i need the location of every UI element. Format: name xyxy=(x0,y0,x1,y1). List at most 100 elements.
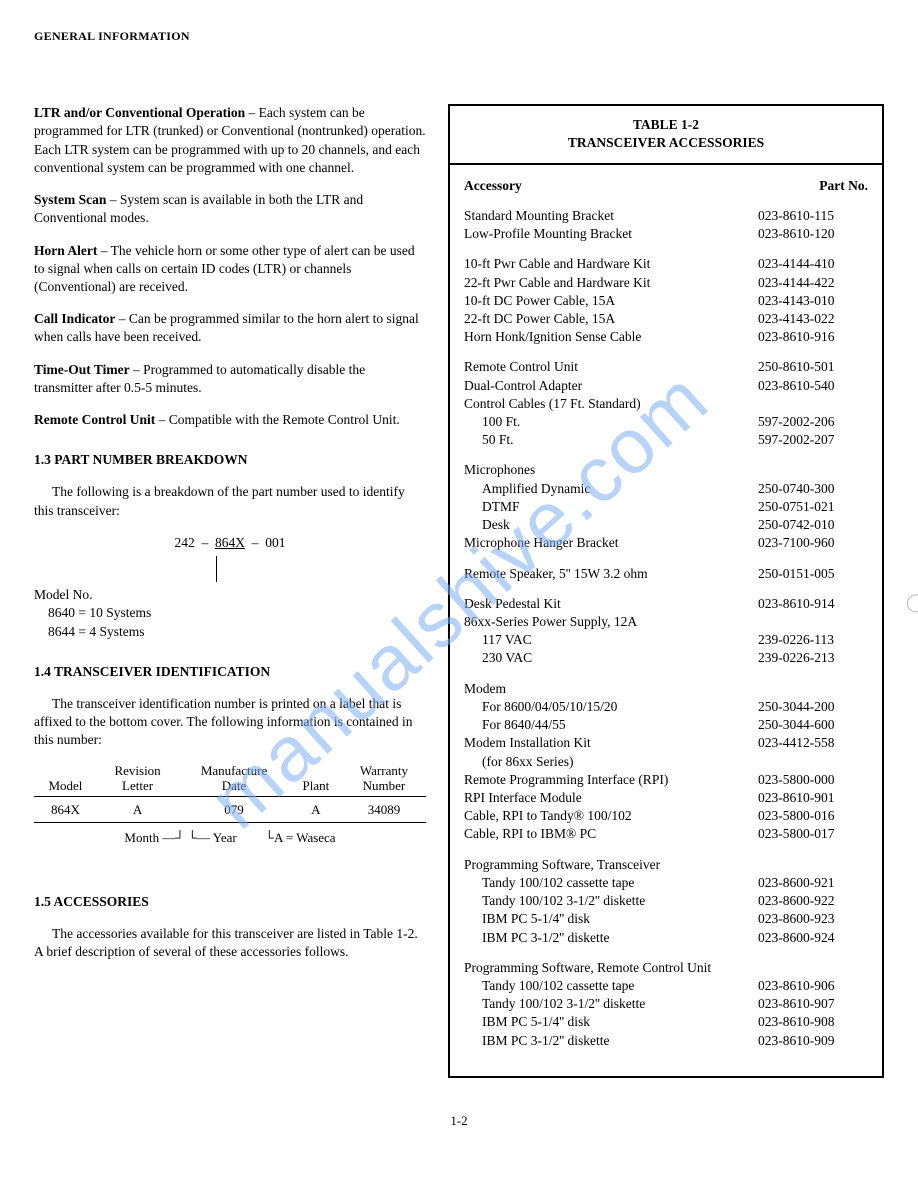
accessory-name: Control Cables (17 Ft. Standard) xyxy=(464,395,758,413)
accessory-name: For 8600/04/05/10/15/20 xyxy=(464,698,758,716)
feature-paragraph: LTR and/or Conventional Operation – Each… xyxy=(34,104,426,177)
accessory-name: Dual-Control Adapter xyxy=(464,377,758,395)
table-row: Amplified Dynamic250-0740-300 xyxy=(464,480,868,498)
feature-paragraph: Time-Out Timer – Programmed to automatic… xyxy=(34,361,426,397)
table-row: IBM PC 5-1/4'' disk023-8610-908 xyxy=(464,1013,868,1031)
part-number: 023-8610-115 xyxy=(758,207,868,225)
feature-title: Remote Control Unit xyxy=(34,412,155,427)
id-table-cell: 864X xyxy=(34,796,97,823)
part-number: 250-0742-010 xyxy=(758,516,868,534)
part-number: 023-8610-906 xyxy=(758,977,868,995)
id-note-month-year: Month —┘ └— Year xyxy=(124,829,236,847)
accessory-name: 22-ft DC Power Cable, 15A xyxy=(464,310,758,328)
feature-paragraph: Horn Alert – The vehicle horn or some ot… xyxy=(34,242,426,297)
table-title: TABLE 1-2 TRANSCEIVER ACCESSORIES xyxy=(450,106,882,164)
table-row: Remote Speaker, 5'' 15W 3.2 ohm250-0151-… xyxy=(464,565,868,583)
part-number xyxy=(758,680,868,698)
pn-model-1: 8644 = 4 Systems xyxy=(34,623,426,641)
table-row: Dual-Control Adapter023-8610-540 xyxy=(464,377,868,395)
section-1-5-heading: 1.5 ACCESSORIES xyxy=(34,893,426,911)
accessory-name: (for 86xx Series) xyxy=(464,753,758,771)
feature-paragraph: Call Indicator – Can be programmed simil… xyxy=(34,310,426,346)
right-column: TABLE 1-2 TRANSCEIVER ACCESSORIES Access… xyxy=(448,104,884,1078)
table-row: Modem xyxy=(464,680,868,698)
part-number: 023-8610-908 xyxy=(758,1013,868,1031)
accessory-name: Tandy 100/102 3-1/2'' diskette xyxy=(464,892,758,910)
section-1-4-intro: The transceiver identification number is… xyxy=(34,695,426,750)
table-row: IBM PC 3-1/2'' diskette023-8610-909 xyxy=(464,1032,868,1050)
part-number: 023-8600-923 xyxy=(758,910,868,928)
table-row: Control Cables (17 Ft. Standard) xyxy=(464,395,868,413)
part-number: 023-4144-422 xyxy=(758,274,868,292)
part-number: 250-3044-600 xyxy=(758,716,868,734)
table-row: Remote Programming Interface (RPI)023-58… xyxy=(464,771,868,789)
part-number xyxy=(758,753,868,771)
accessory-name: Cable, RPI to IBM® PC xyxy=(464,825,758,843)
id-table-cell: 34089 xyxy=(342,796,426,823)
accessory-name: 230 VAC xyxy=(464,649,758,667)
part-number: 023-8610-901 xyxy=(758,789,868,807)
accessory-name: Amplified Dynamic xyxy=(464,480,758,498)
part-number-breakdown: 242 – 864X – 001 Model No. 8640 = 10 Sys… xyxy=(34,534,426,641)
feature-title: Horn Alert xyxy=(34,243,97,258)
part-number: 023-8600-924 xyxy=(758,929,868,947)
accessory-name: 10-ft Pwr Cable and Hardware Kit xyxy=(464,255,758,273)
table-row: For 8640/44/55250-3044-600 xyxy=(464,716,868,734)
table-header-accessory: Accessory xyxy=(464,177,522,195)
accessory-name: Low-Profile Mounting Bracket xyxy=(464,225,758,243)
section-1-3-heading: 1.3 PART NUMBER BREAKDOWN xyxy=(34,451,426,469)
table-row: For 8600/04/05/10/15/20250-3044-200 xyxy=(464,698,868,716)
table-row: 230 VAC239-0226-213 xyxy=(464,649,868,667)
part-number xyxy=(758,395,868,413)
table-group: Remote Speaker, 5'' 15W 3.2 ohm250-0151-… xyxy=(464,565,868,583)
pn-model-label: Model No. xyxy=(34,586,426,604)
accessory-name: Remote Speaker, 5'' 15W 3.2 ohm xyxy=(464,565,758,583)
feature-title: System Scan xyxy=(34,192,106,207)
page-header: GENERAL INFORMATION xyxy=(34,28,884,44)
accessory-name: 117 VAC xyxy=(464,631,758,649)
accessory-name: DTMF xyxy=(464,498,758,516)
table-row: 86xx-Series Power Supply, 12A xyxy=(464,613,868,631)
part-number: 239-0226-213 xyxy=(758,649,868,667)
pn-segment-c: 001 xyxy=(265,535,285,550)
table-group: ModemFor 8600/04/05/10/15/20250-3044-200… xyxy=(464,680,868,844)
part-number: 023-8610-907 xyxy=(758,995,868,1013)
part-number: 023-8610-120 xyxy=(758,225,868,243)
accessory-name: Programming Software, Transceiver xyxy=(464,856,758,874)
table-row: 10-ft Pwr Cable and Hardware Kit023-4144… xyxy=(464,255,868,273)
accessory-name: Microphones xyxy=(464,461,758,479)
page-number: 1-2 xyxy=(34,1112,884,1130)
accessory-name: Remote Programming Interface (RPI) xyxy=(464,771,758,789)
id-table-cell: A xyxy=(97,796,178,823)
accessory-name: IBM PC 3-1/2'' diskette xyxy=(464,1032,758,1050)
feature-body: – Compatible with the Remote Control Uni… xyxy=(155,412,399,427)
table-group: 10-ft Pwr Cable and Hardware Kit023-4144… xyxy=(464,255,868,346)
feature-paragraph: Remote Control Unit – Compatible with th… xyxy=(34,411,426,429)
accessory-name: 22-ft Pwr Cable and Hardware Kit xyxy=(464,274,758,292)
table-row: Desk Pedestal Kit023-8610-914 xyxy=(464,595,868,613)
table-title-line2: TRANSCEIVER ACCESSORIES xyxy=(460,134,872,152)
table-group: MicrophonesAmplified Dynamic250-0740-300… xyxy=(464,461,868,552)
pn-model-0: 8640 = 10 Systems xyxy=(34,604,426,622)
id-table-header: RevisionLetter xyxy=(97,764,178,796)
id-table-header: WarrantyNumber xyxy=(342,764,426,796)
id-table: ModelRevisionLetterManufactureDatePlantW… xyxy=(34,764,426,847)
table-row: Standard Mounting Bracket023-8610-115 xyxy=(464,207,868,225)
part-number: 023-4144-410 xyxy=(758,255,868,273)
table-row: 100 Ft.597-2002-206 xyxy=(464,413,868,431)
accessory-name: IBM PC 5-1/4'' disk xyxy=(464,1013,758,1031)
part-number: 250-0151-005 xyxy=(758,565,868,583)
table-group: Standard Mounting Bracket023-8610-115Low… xyxy=(464,207,868,243)
accessory-name: Horn Honk/Ignition Sense Cable xyxy=(464,328,758,346)
table-row: Remote Control Unit250-8610-501 xyxy=(464,358,868,376)
table-row: Modem Installation Kit023-4412-558 xyxy=(464,734,868,752)
part-number: 250-0751-021 xyxy=(758,498,868,516)
part-number: 023-8600-921 xyxy=(758,874,868,892)
accessory-name: 100 Ft. xyxy=(464,413,758,431)
accessory-name: Remote Control Unit xyxy=(464,358,758,376)
table-header-partno: Part No. xyxy=(819,177,868,195)
table-header-row: Accessory Part No. xyxy=(464,177,868,195)
section-1-5-intro: The accessories available for this trans… xyxy=(34,925,426,961)
table-row: Cable, RPI to Tandy® 100/102023-5800-016 xyxy=(464,807,868,825)
id-table-header: ManufactureDate xyxy=(178,764,290,796)
